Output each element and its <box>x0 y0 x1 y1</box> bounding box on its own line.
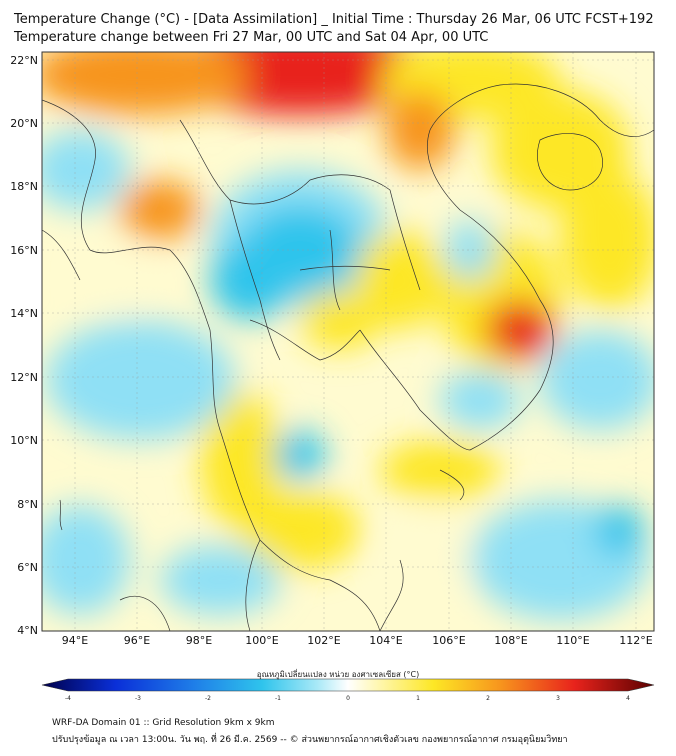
lon-label: 96°E <box>124 634 150 647</box>
lon-label: 106°E <box>432 634 465 647</box>
lat-label: 20°N <box>10 117 38 130</box>
lat-label: 4°N <box>17 624 38 637</box>
lon-label: 94°E <box>62 634 88 647</box>
latitude-labels: 22°N 20°N 18°N 16°N 14°N 12°N 10°N 8°N 6… <box>10 54 38 637</box>
colorbar-tick: -4 <box>65 695 71 702</box>
lat-label: 16°N <box>10 244 38 257</box>
lat-label: 12°N <box>10 371 38 384</box>
footer-update-info: ปรับปรุงข้อมูล ณ เวลา 13:00น. วัน พฤ. ที… <box>52 735 568 745</box>
map-title-line-1: Temperature Change (°C) - [Data Assimila… <box>14 12 654 27</box>
lon-label: 100°E <box>245 634 278 647</box>
coastline-and-borders <box>42 83 654 631</box>
map-title-line-2: Temperature change between Fri 27 Mar, 0… <box>14 30 489 45</box>
lon-label: 110°E <box>556 634 589 647</box>
lon-label: 98°E <box>186 634 212 647</box>
lat-label: 6°N <box>17 561 38 574</box>
map-frame <box>41 51 655 632</box>
footer-model-info: WRF-DA Domain 01 :: Grid Resolution 9km … <box>52 718 275 728</box>
colorbar-tick: 4 <box>626 695 630 702</box>
colorbar-scale <box>41 678 655 692</box>
colorbar: -4 -3 -2 -1 0 1 2 3 4 <box>41 678 655 702</box>
lat-label: 18°N <box>10 180 38 193</box>
colorbar-label: อุณหภูมิเปลี่ยนแปลง หน่วย องศาเซลเซียส (… <box>256 670 420 679</box>
lon-label: 112°E <box>619 634 652 647</box>
temperature-field <box>42 52 654 631</box>
lon-label: 108°E <box>494 634 527 647</box>
graticule <box>42 52 654 631</box>
lat-label: 8°N <box>17 498 38 511</box>
colorbar-tick: 3 <box>556 695 560 702</box>
colorbar-tick: -2 <box>205 695 211 702</box>
lat-label: 22°N <box>10 54 38 67</box>
longitude-labels: 94°E 96°E 98°E 100°E 102°E 104°E 106°E 1… <box>62 634 653 647</box>
colorbar-tick: 2 <box>486 695 490 702</box>
lon-label: 104°E <box>369 634 402 647</box>
lon-label: 102°E <box>307 634 340 647</box>
lat-label: 10°N <box>10 434 38 447</box>
colorbar-tick: 0 <box>346 695 350 702</box>
lat-label: 14°N <box>10 307 38 320</box>
colorbar-tick: 1 <box>416 695 420 702</box>
colorbar-tick: -3 <box>135 695 141 702</box>
colorbar-tick: -1 <box>275 695 281 702</box>
